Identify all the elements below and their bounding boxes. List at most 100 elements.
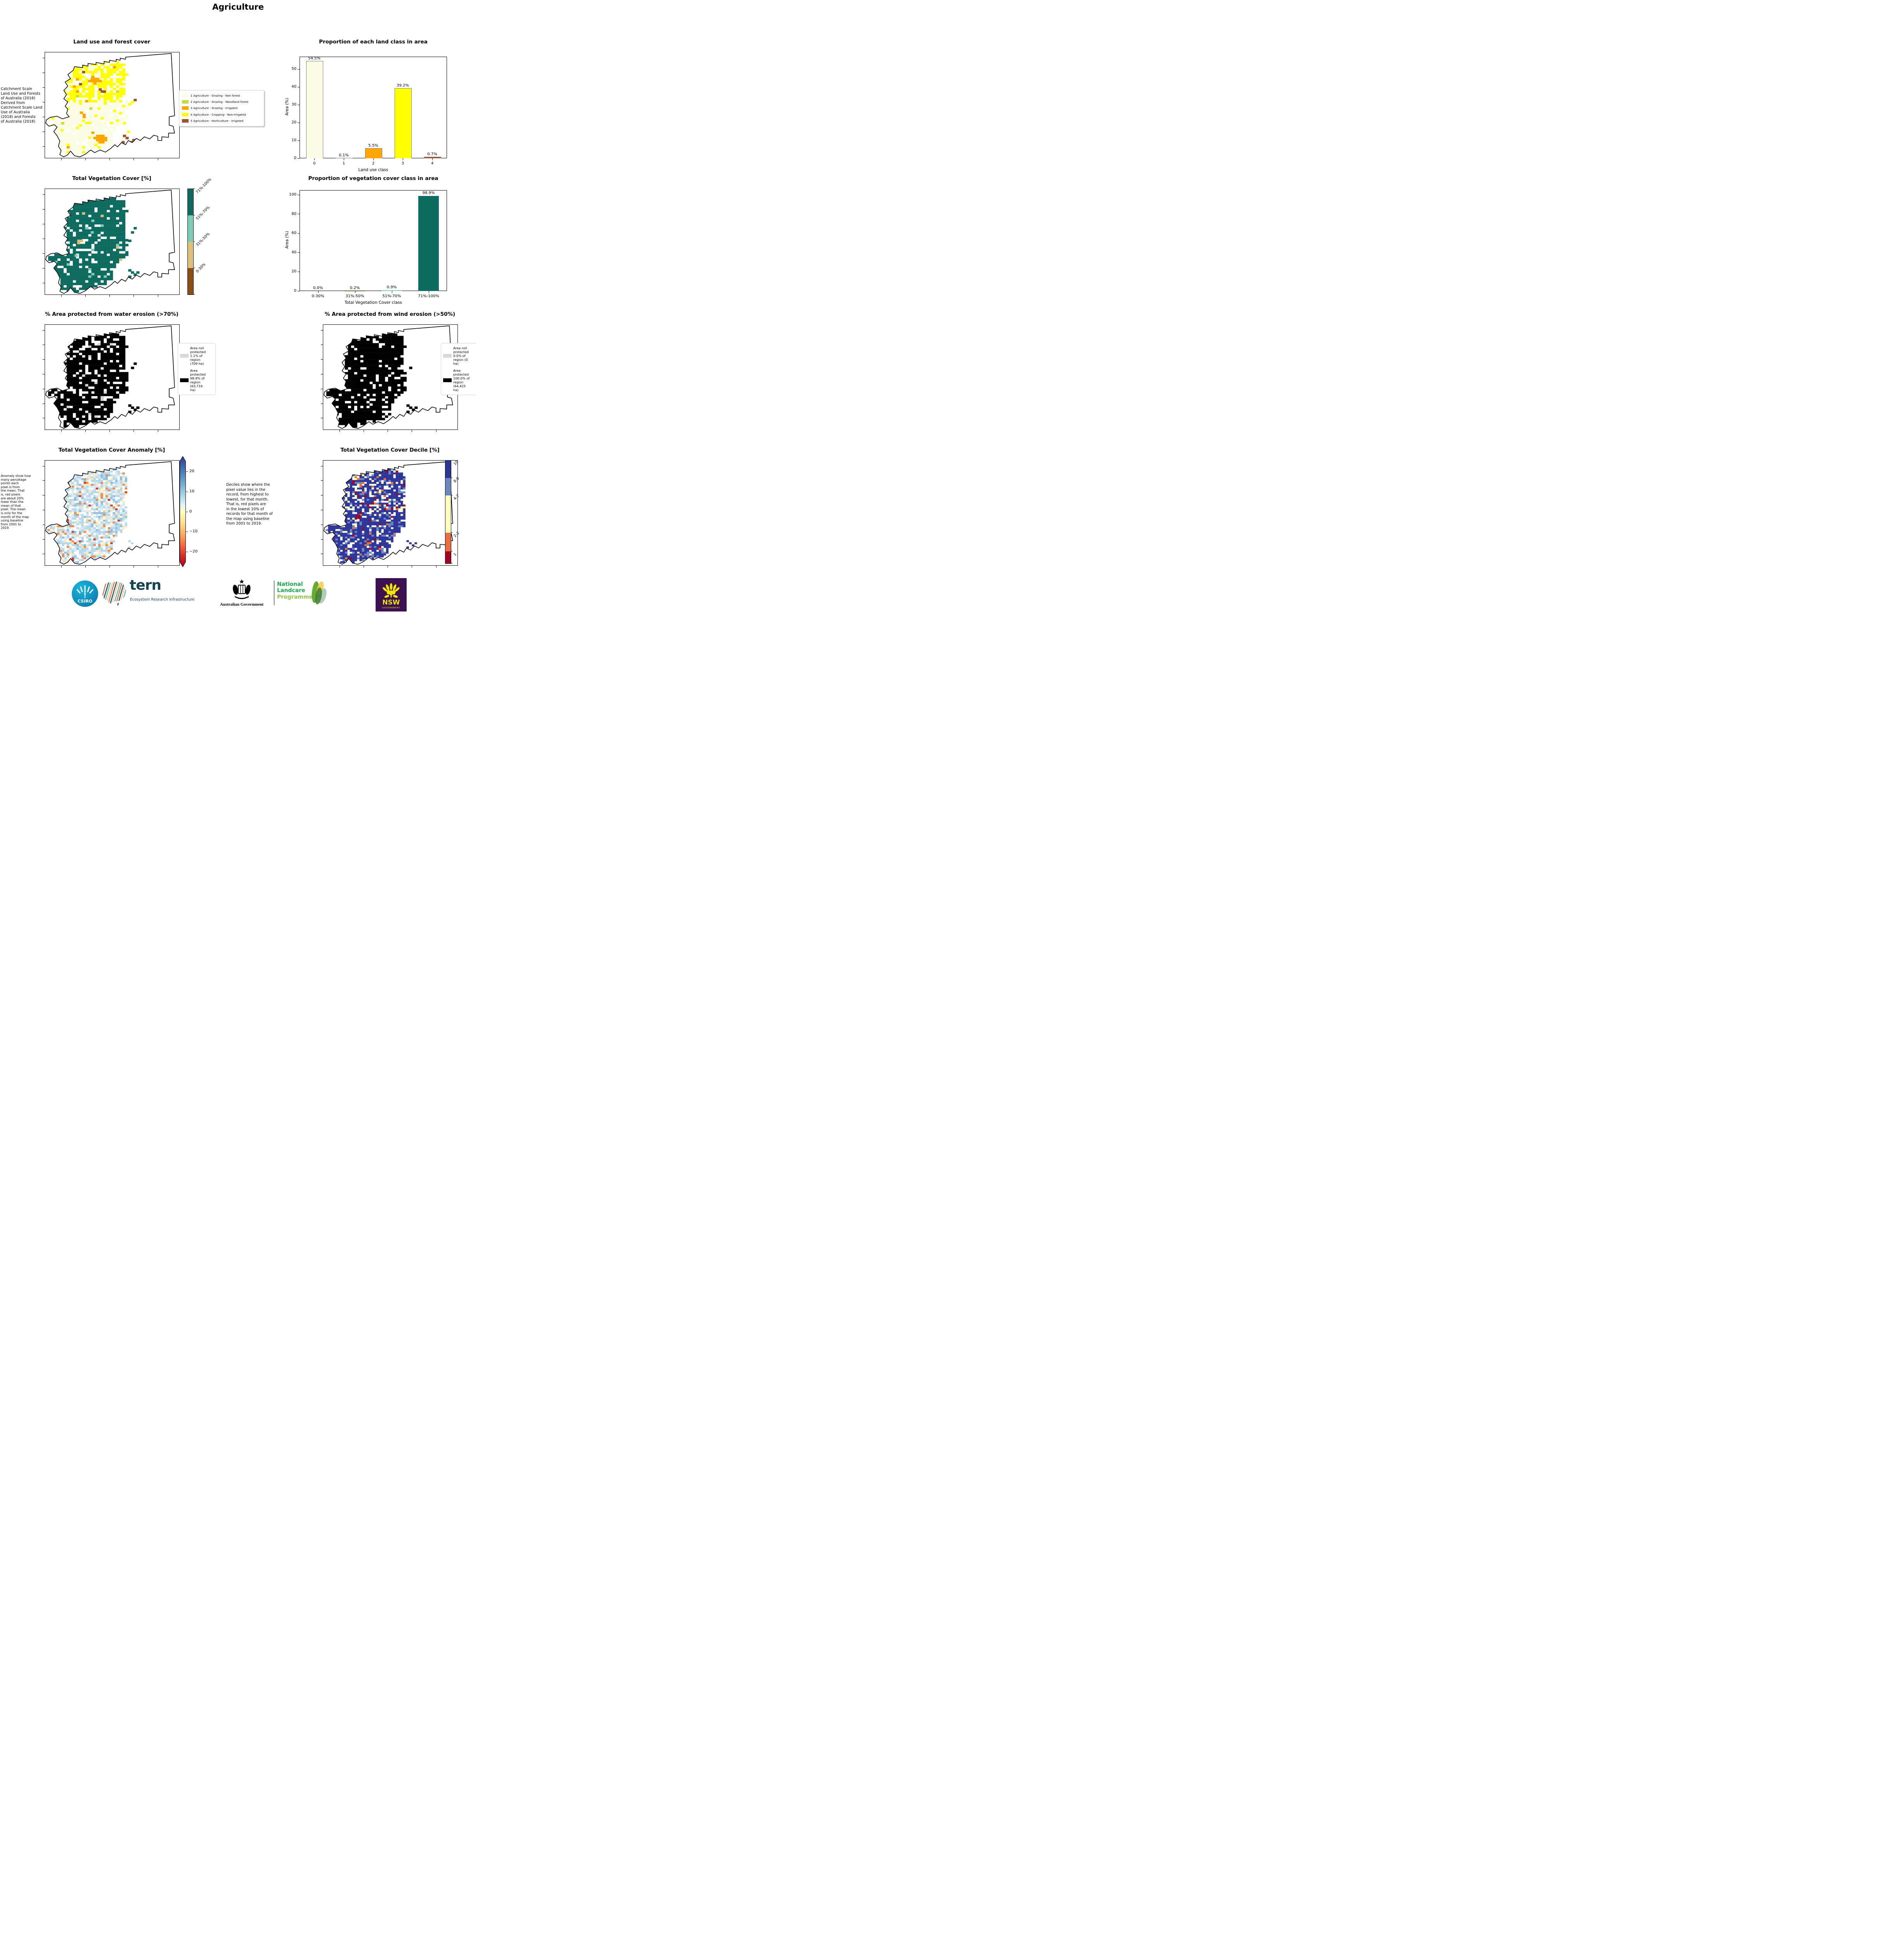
map-x-tick (436, 566, 437, 568)
bar-value-label: 54.5% (308, 56, 321, 61)
y-tick-label: 10 (291, 138, 296, 143)
x-tick (314, 158, 315, 160)
y-tick-label: 50 (291, 67, 296, 71)
panel-title-anomaly: Total Vegetation Cover Anomaly [%] (58, 447, 165, 453)
map-y-tick (43, 194, 45, 195)
legend-label: 3 Agriculture - Grazing - Irrigated (191, 106, 238, 110)
page-title: Agriculture (212, 2, 264, 12)
y-tick-label: 40 (291, 85, 296, 89)
colorbar-label: 31%-50% (195, 232, 211, 248)
x-axis-label: Total Vegetation Cover class (345, 300, 402, 305)
chart-plot-area (300, 190, 447, 291)
report-page: Agriculture Land use and forest cover Ca… (0, 0, 476, 613)
map-x-tick (109, 566, 110, 568)
bar-value-label: 98.9% (422, 191, 435, 196)
colorbar-segment (188, 189, 193, 215)
map-pixels (48, 61, 137, 156)
tern-australia-icon (99, 580, 128, 607)
map-wind-erosion (321, 324, 458, 432)
panel-title-land-use: Land use and forest cover (73, 39, 151, 45)
map-x-tick (133, 295, 134, 297)
legend-label: 4 Agriculture - Cropping - Non-irrigated (191, 113, 246, 116)
map-x-tick (109, 158, 110, 160)
wind-erosion-legend: Area not protected 0.0% of region (0 ha)… (441, 343, 476, 395)
anomaly-map-canvas (45, 461, 179, 565)
colorbar-segment (445, 551, 451, 563)
australian-government-label: Australian Government (220, 602, 264, 607)
map-x-tick (436, 430, 437, 432)
region-boundary (324, 326, 453, 429)
legend-item: Area protected 98.9% of region (63,716 h… (180, 369, 213, 392)
x-tick-label: 0 (313, 161, 316, 166)
y-tick-label: 20 (291, 269, 296, 274)
bar-value-label: 0.0% (313, 286, 323, 290)
y-axis-label: Area (%) (285, 98, 289, 116)
bar-value-label: 0.7% (427, 152, 437, 156)
colorbar-segment (188, 242, 193, 268)
land-class-bar-chart: 0 10 20 30 40 50 54.5% 0 0.1% 1 5.5% 2 39.2% 3 0.7% 4 La… (285, 56, 447, 172)
wind-erosion-map-canvas (323, 325, 457, 430)
map-veg-cover (43, 189, 180, 297)
map-y-tick (43, 87, 45, 88)
y-tick-label: 0 (294, 156, 296, 160)
svg-text:GOVERNMENT: GOVERNMENT (382, 607, 400, 609)
x-tick-label: 31%-50% (345, 294, 364, 298)
bar-4 (424, 156, 441, 158)
panel-title-water-erosion: % Area protected from water erosion (>70… (45, 311, 178, 317)
legend-label: Area protected 100.0% of region (64,425 … (453, 369, 470, 392)
legend-item: 2 Agriculture - Grazing - Woodland fores… (182, 100, 261, 104)
colorbar (187, 189, 194, 295)
anomaly-colorbar: 20 10 0 −10 −20 (180, 456, 203, 569)
colorbar-tick (186, 471, 188, 472)
land-use-side-note: Catchment Scale Land Use and Forests of … (1, 87, 43, 124)
legend-swatch (182, 94, 189, 97)
map-y-tick (43, 539, 45, 540)
legend-swatch (182, 106, 189, 110)
map-x-tick (85, 566, 86, 568)
tern-subtitle: Ecosystem Research Infrastructure (130, 598, 195, 602)
land-use-legend: 1 Agriculture - Grazing - Non forest 2 Ag… (179, 90, 264, 126)
colorbar-tick-label: −10 (189, 529, 198, 534)
panel-title-decile: Total Vegetation Cover Decile [%] (340, 447, 440, 453)
y-tick-label: 100 (289, 192, 296, 197)
map-y-tick (43, 253, 45, 254)
legend-item: 4 Agriculture - Cropping - Non-irrigated (182, 113, 261, 116)
y-tick-label: 0 (294, 289, 296, 293)
nsw-government-logo: NSW GOVERNMENT (376, 578, 407, 611)
legend-label: Area not protected 1.1% of region (709 h… (190, 346, 206, 365)
veg-class-bar-chart: 0 20 40 60 80 100 0.0% 0-30% 0.2% 31%-50% 0.9% 51%-… (285, 190, 447, 305)
landcare-line1: National (277, 581, 303, 587)
bar-2 (365, 148, 382, 158)
colorbar-segment (445, 533, 451, 551)
map-x-tick (61, 295, 62, 297)
panel-title-veg-cover: Total Vegetation Cover [%] (72, 175, 151, 182)
water-erosion-legend: Area not protected 1.1% of region (709 h… (178, 343, 216, 395)
legend-label: 1 Agriculture - Grazing - Non forest (191, 94, 240, 97)
colorbar-tick (451, 532, 452, 533)
region-boundary (46, 462, 175, 565)
x-tick-label: 2 (372, 161, 375, 166)
veg-cover-map-canvas (45, 189, 179, 294)
map-y-tick (321, 480, 323, 481)
map-y-tick (321, 539, 323, 540)
map-y-tick (43, 146, 45, 147)
x-axis-label: Land use class (358, 168, 388, 172)
map-pixels (48, 197, 140, 293)
tern-wordmark: tern (130, 577, 161, 593)
legend-label: Area protected 98.9% of region (63,716 h… (190, 369, 206, 392)
legend-swatch (182, 100, 189, 104)
colorbar-tick-label: 10 (189, 489, 194, 494)
colorbar-tick (451, 460, 452, 461)
map-x-tick (61, 566, 62, 568)
y-tick (298, 233, 300, 234)
y-tick (298, 158, 300, 159)
decile-colorbar: 10 8-9 4-7 2-3 1 (445, 460, 460, 564)
landcare-line3: Programme (277, 594, 313, 600)
bar-value-label: 39.2% (397, 83, 409, 88)
map-x-tick (109, 295, 110, 297)
legend-swatch (180, 378, 189, 382)
legend-swatch (180, 354, 189, 358)
y-tick-label: 20 (291, 120, 296, 125)
colorbar-segment (445, 461, 451, 478)
map-x-tick (61, 430, 62, 432)
